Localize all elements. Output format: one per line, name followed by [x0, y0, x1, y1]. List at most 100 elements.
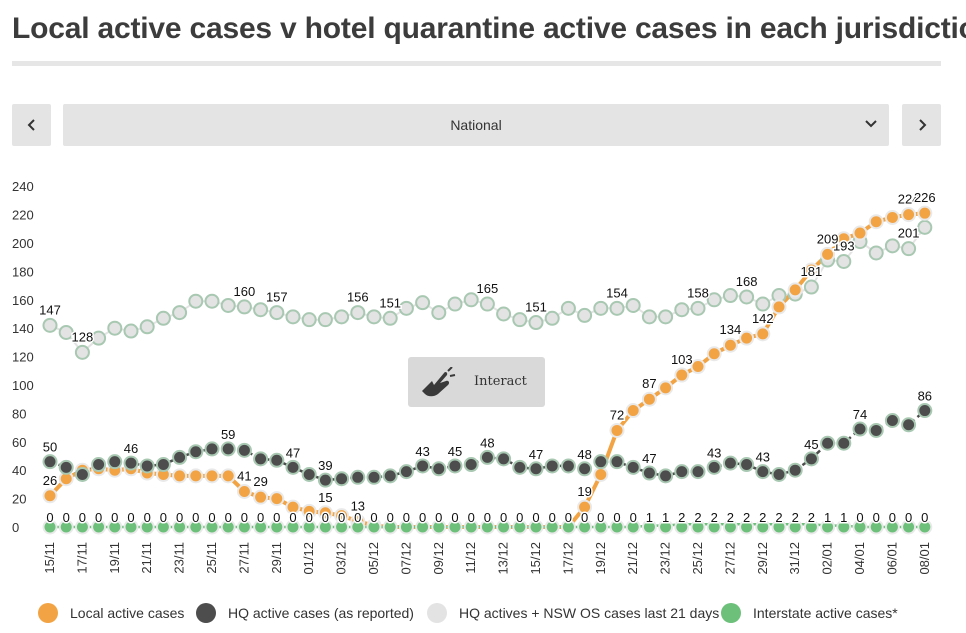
data-point-local	[836, 231, 852, 247]
data-point-local	[285, 499, 301, 515]
data-point-hq	[253, 451, 269, 467]
data-point-local	[253, 489, 269, 505]
data-label-local: 226	[914, 190, 936, 205]
data-point-interstate	[868, 519, 884, 535]
data-label-hq: 86	[918, 389, 932, 404]
data-label-interstate: 0	[208, 510, 215, 525]
data-point-hq_nsw	[479, 296, 495, 312]
x-tick-label: 04/01	[852, 542, 867, 575]
data-label-interstate: 1	[662, 510, 669, 525]
next-button[interactable]	[902, 104, 941, 146]
legend-item-local[interactable]: Local active cases	[38, 603, 184, 623]
data-point-interstate	[204, 519, 220, 535]
data-label-hq_nsw: 181	[801, 264, 823, 279]
data-point-local	[172, 468, 188, 484]
x-tick-label: 29/11	[269, 542, 284, 574]
data-point-interstate	[301, 519, 317, 535]
legend-item-interstate[interactable]: Interstate active cases*	[721, 603, 898, 623]
data-point-interstate	[658, 519, 674, 535]
data-point-local	[884, 209, 900, 225]
data-point-hq_nsw	[204, 293, 220, 309]
y-tick-label: 160	[12, 293, 34, 308]
data-point-hq	[658, 468, 674, 484]
data-point-hq	[787, 462, 803, 478]
data-point-hq	[398, 464, 414, 480]
data-point-local	[577, 499, 593, 515]
data-point-interstate	[253, 519, 269, 535]
data-point-hq	[107, 454, 123, 470]
legend-label: Interstate active cases*	[753, 605, 898, 621]
data-point-hq_nsw	[107, 320, 123, 336]
data-label-hq: 43	[756, 450, 770, 465]
data-point-hq_nsw	[91, 330, 107, 346]
jurisdiction-select[interactable]: National	[63, 104, 889, 146]
data-point-interstate	[447, 519, 463, 535]
data-point-hq_nsw	[577, 307, 593, 323]
data-label-interstate: 2	[792, 510, 799, 525]
data-point-hq_nsw	[625, 297, 641, 313]
data-point-interstate	[577, 519, 593, 535]
legend-item-hq-nsw[interactable]: HQ actives + NSW OS cases last 21 days	[427, 603, 719, 623]
data-point-interstate	[139, 519, 155, 535]
data-label-hq_nsw: 151	[379, 295, 401, 310]
data-point-hq_nsw	[334, 309, 350, 325]
data-point-hq	[91, 457, 107, 473]
x-tick-label: 09/12	[431, 542, 446, 575]
data-point-interstate	[74, 519, 90, 535]
data-point-interstate	[382, 519, 398, 535]
data-point-hq	[577, 461, 593, 477]
data-label-interstate: 0	[581, 510, 588, 525]
data-label-interstate: 0	[257, 510, 264, 525]
data-label-interstate: 0	[79, 510, 86, 525]
data-label-interstate: 0	[387, 510, 394, 525]
data-point-interstate	[706, 519, 722, 535]
title-divider	[12, 61, 941, 66]
data-point-hq_nsw	[641, 309, 657, 325]
data-point-hq_nsw	[544, 310, 560, 326]
data-label-interstate: 0	[905, 510, 912, 525]
data-point-interstate	[771, 519, 787, 535]
data-label-hq: 74	[853, 407, 867, 422]
data-label-interstate: 0	[516, 510, 523, 525]
y-tick-label: 100	[12, 378, 34, 393]
y-tick-label: 140	[12, 321, 34, 336]
data-point-hq	[431, 461, 447, 477]
data-point-hq	[722, 455, 738, 471]
data-label-hq_nsw: 157	[266, 290, 288, 305]
data-label-local: 224	[898, 192, 920, 207]
data-point-local	[820, 246, 836, 262]
data-point-hq	[496, 451, 512, 467]
legend: Local active cases HQ active cases (as r…	[0, 603, 966, 625]
legend-item-hq[interactable]: HQ active cases (as reported)	[196, 603, 414, 623]
data-point-hq_nsw	[593, 300, 609, 316]
y-tick-label: 180	[12, 264, 34, 279]
hand-pointer-icon	[422, 367, 456, 397]
data-point-interstate	[334, 519, 350, 535]
data-point-local	[690, 359, 706, 375]
data-label-hq: 47	[529, 447, 543, 462]
data-point-hq	[852, 421, 868, 437]
previous-button[interactable]	[12, 104, 51, 146]
data-label-interstate: 0	[597, 510, 604, 525]
data-label-hq_nsw: 160	[234, 284, 256, 299]
data-point-hq	[901, 417, 917, 433]
data-point-interstate	[884, 519, 900, 535]
data-label-interstate: 0	[435, 510, 442, 525]
data-point-hq_nsw	[836, 253, 852, 269]
y-tick-label: 40	[12, 463, 26, 478]
data-label-interstate: 0	[484, 510, 491, 525]
data-point-interstate	[220, 519, 236, 535]
data-label-interstate: 0	[338, 510, 345, 525]
data-label-local: 103	[671, 352, 693, 367]
data-label-interstate: 0	[354, 510, 361, 525]
data-point-hq	[123, 455, 139, 471]
data-point-interstate	[593, 519, 609, 535]
data-point-hq_nsw	[868, 245, 884, 261]
data-label-hq_nsw: 165	[477, 281, 499, 296]
data-point-hq	[528, 461, 544, 477]
data-point-hq	[706, 459, 722, 475]
data-label-interstate: 0	[889, 510, 896, 525]
chevron-down-icon	[865, 120, 877, 128]
interact-button[interactable]: Interact	[408, 357, 545, 407]
